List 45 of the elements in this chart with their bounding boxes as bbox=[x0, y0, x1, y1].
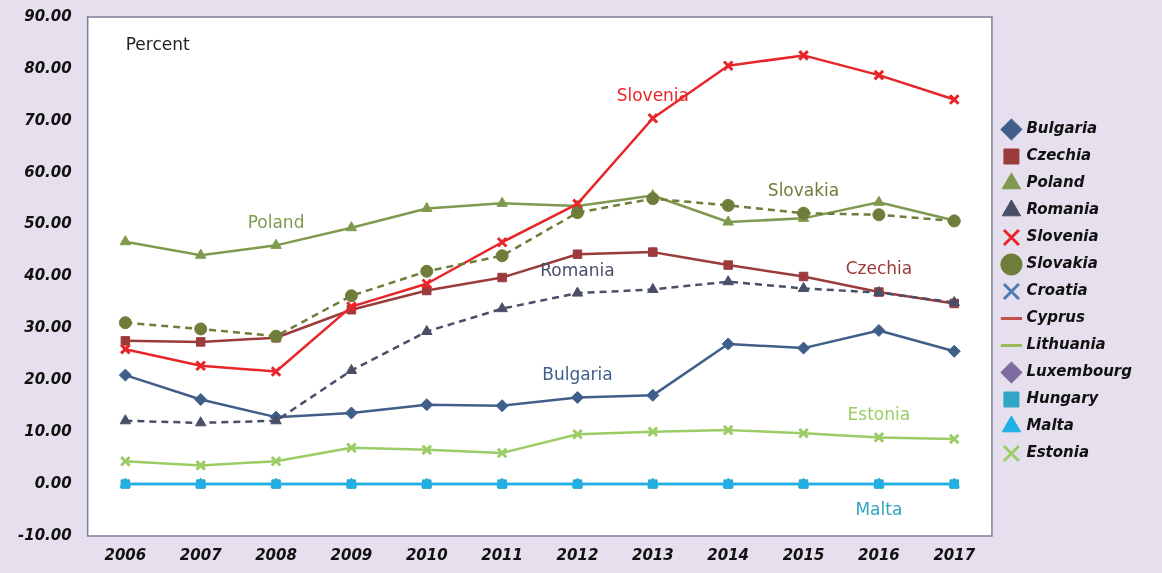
legend-label: Estonia bbox=[1026, 443, 1090, 462]
legend-label: Cyprus bbox=[1026, 308, 1086, 327]
x-tick-label: 2011 bbox=[481, 545, 523, 564]
legend-label: Croatia bbox=[1026, 281, 1088, 300]
y-tick-label: 70.00 bbox=[24, 110, 72, 129]
y-tick-label: 20.00 bbox=[24, 370, 72, 389]
annotation: Slovakia bbox=[767, 179, 840, 200]
legend-label: Lithuania bbox=[1026, 335, 1106, 354]
x-tick-label: 2012 bbox=[556, 545, 599, 564]
y-tick-label: 10.00 bbox=[24, 422, 72, 441]
x-tick-label: 2010 bbox=[405, 545, 448, 564]
legend-label: Romania bbox=[1026, 200, 1100, 219]
x-tick-label: 2015 bbox=[782, 545, 825, 564]
legend-label: Slovenia bbox=[1026, 227, 1099, 246]
x-tick-label: 2017 bbox=[933, 545, 976, 564]
annotation: Czechia bbox=[845, 258, 913, 279]
annotation: Percent bbox=[125, 33, 190, 54]
annotation: Malta bbox=[855, 498, 903, 519]
legend-label: Czechia bbox=[1026, 146, 1092, 165]
annotation: Bulgaria bbox=[542, 363, 613, 384]
x-tick-label: 2014 bbox=[707, 545, 750, 564]
y-tick-label: 90.00 bbox=[24, 6, 72, 25]
x-tick-label: 2007 bbox=[179, 545, 223, 564]
x-tick-label: 2009 bbox=[330, 545, 373, 564]
y-tick-label: 0.00 bbox=[34, 473, 72, 492]
y-tick-label: 50.00 bbox=[24, 214, 72, 233]
legend-label: Malta bbox=[1026, 416, 1074, 435]
legend-label: Bulgaria bbox=[1026, 119, 1098, 138]
x-tick-label: 2013 bbox=[631, 545, 674, 564]
y-tick-label: 60.00 bbox=[24, 162, 72, 181]
x-tick-label: 2008 bbox=[255, 545, 297, 564]
annotation: Estonia bbox=[847, 403, 911, 424]
y-tick-label: 80.00 bbox=[24, 58, 72, 77]
legend-label: Luxembourg bbox=[1026, 362, 1133, 381]
legend-label: Hungary bbox=[1026, 389, 1100, 408]
x-tick-label: 2006 bbox=[104, 545, 147, 564]
legend-label: Poland bbox=[1026, 173, 1085, 192]
y-tick-label: 40.00 bbox=[23, 266, 72, 285]
annotation: Slovenia bbox=[616, 84, 690, 105]
y-tick-label: 30.00 bbox=[24, 318, 72, 337]
annotation: Poland bbox=[247, 211, 305, 232]
annotation: Romania bbox=[540, 259, 615, 280]
x-tick-label: 2016 bbox=[858, 545, 900, 564]
y-tick-label: -10.00 bbox=[18, 525, 72, 544]
legend-label: Slovakia bbox=[1026, 254, 1098, 273]
